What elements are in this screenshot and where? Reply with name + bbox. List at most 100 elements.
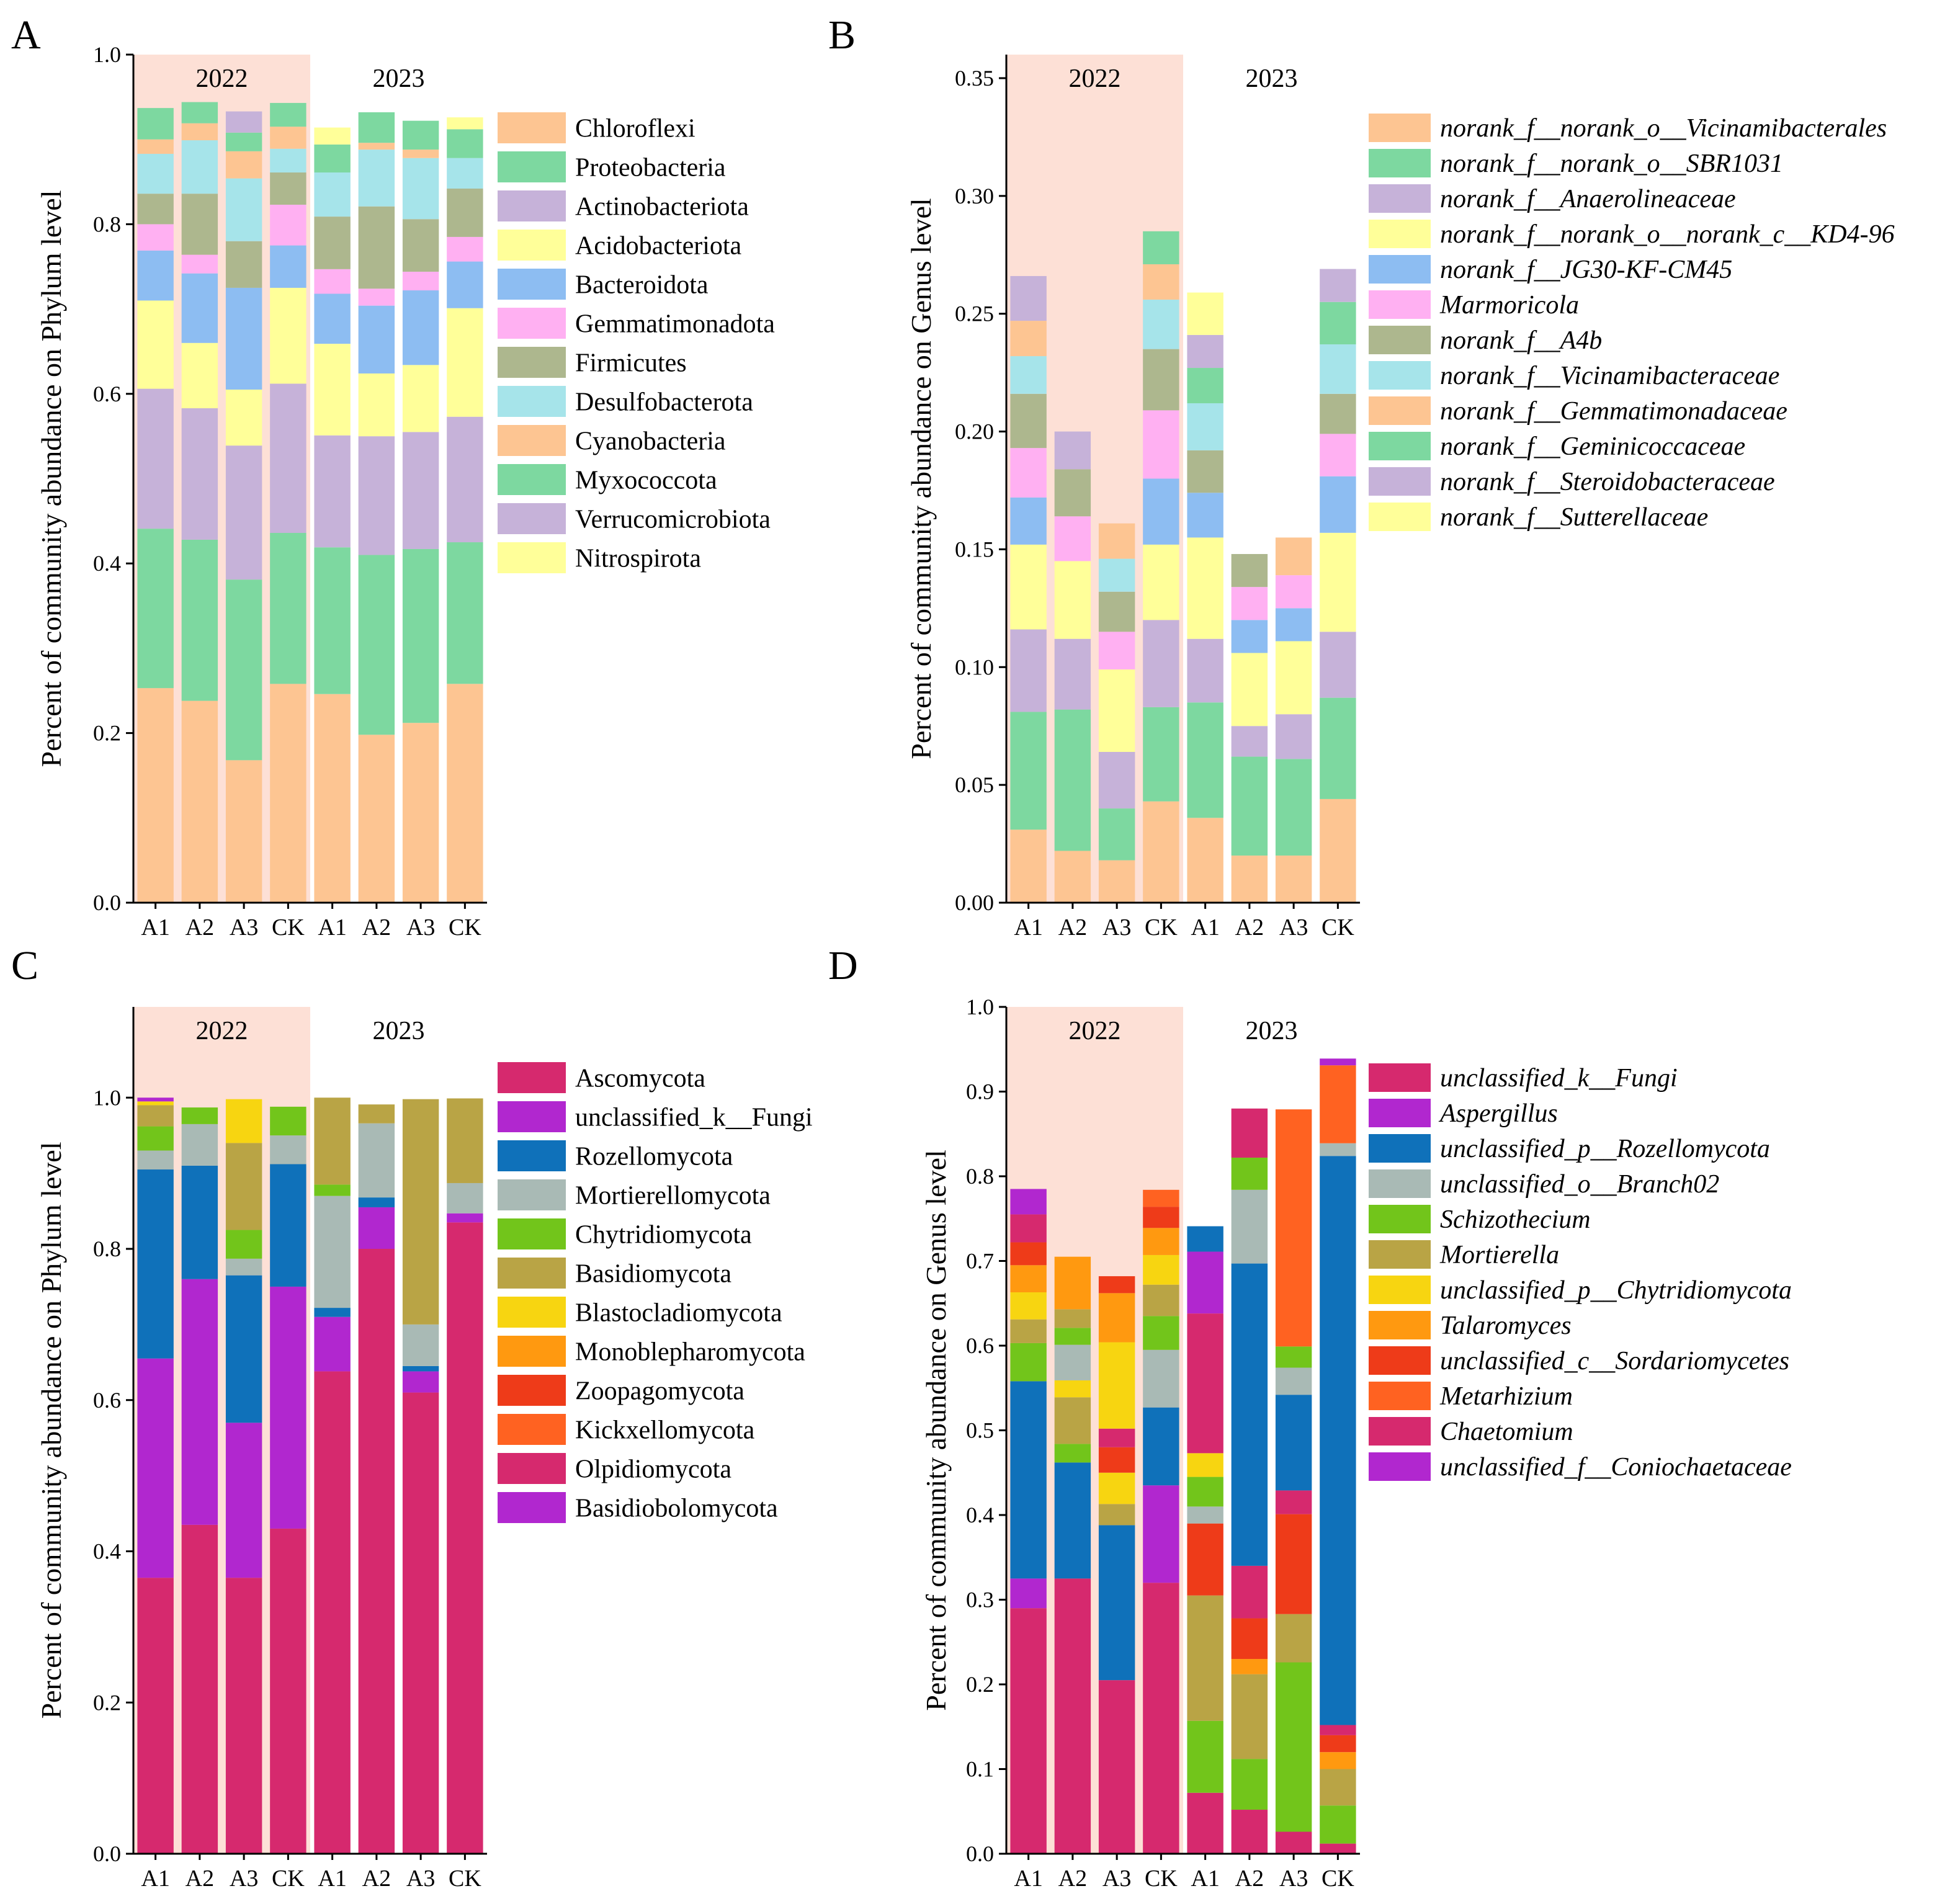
bar-segment-acidobacteriota-a2-1: [181, 342, 218, 409]
bar-segment-unclassified-p-chytridiomycota-a3-2: [1098, 1472, 1135, 1504]
bar-segment-gemmatimonadota-a3-6: [402, 271, 439, 291]
bar-segment-norank-f-vicinamibacteraceae-ck-3: [1143, 299, 1179, 349]
bar-segment-unclassified-k-fungi-a1-4: [314, 1316, 351, 1372]
legend-swatch: [1369, 1134, 1431, 1163]
bar-segment-mortierella-a3-6: [1275, 1614, 1312, 1663]
bar-segment-unclassified-k-fungi-ck-7: [447, 1213, 483, 1223]
bar-segment-norank-f-gemmatimonadaceae-ck-3: [1143, 264, 1179, 300]
legend-swatch: [498, 1414, 566, 1445]
legend-label: Schizothecium: [1440, 1205, 1591, 1234]
legend-swatch: [1369, 255, 1431, 284]
bar-segment-norank-f-norank-o-vicinamibacterales-a1-0: [1010, 829, 1047, 903]
x-tick-label-ck: CK: [1145, 914, 1178, 941]
group-label-2023: 2023: [373, 1017, 425, 1045]
bar-segment-mortierella-a1-0: [1010, 1319, 1047, 1343]
y-tick-label: 0.00: [955, 890, 994, 915]
x-tick-label-a2: A2: [186, 1866, 214, 1892]
bar-segment-norank-f-geminicoccaceae-a1-4: [1187, 368, 1223, 403]
legend-label: Gemmatimonadota: [575, 310, 775, 339]
bar-segment-norank-f-steroidobacteraceae-ck-7: [1320, 269, 1356, 302]
bar-segment-norank-f-jg30-kf-cm45-ck-3: [1143, 478, 1179, 545]
y-axis-label: Percent of community abundance on Genus …: [920, 1150, 952, 1710]
bar-segment-myxococcota-a3-2: [225, 132, 262, 151]
x-tick-label-a1: A1: [318, 914, 346, 941]
bar-segment-ascomycota-a1-4: [314, 1371, 351, 1854]
bar-segment-unclassified-o-branch02-ck-3: [1143, 1349, 1179, 1408]
legend: Ascomycota unclassified_k__Fungi Rozellomy…: [498, 1062, 813, 1523]
bar-segment-unclassified-o-branch02-a1-4: [1187, 1506, 1223, 1524]
x-tick-label-a3: A3: [1279, 1866, 1308, 1892]
bar-segment-basidiomycota-a3-2: [225, 1143, 262, 1230]
legend-label: norank_f__Sutterellaceae: [1440, 503, 1708, 532]
y-tick-label: 0.4: [966, 1503, 994, 1527]
legend-swatch: [1369, 1276, 1431, 1304]
legend: Chloroflexi Proteobacteria Actinobacteriot…: [498, 112, 775, 573]
legend-label: Actinobacteriota: [575, 193, 749, 221]
bar-segment-bacteroidota-ck-7: [447, 261, 483, 308]
bar-segment-norank-f-anaerolineaceae-ck-3: [1143, 620, 1179, 707]
bar-segment-norank-f-norank-o-norank-c-kd4-96-a3-6: [1275, 641, 1312, 715]
y-axis-label: Percent of community abundance on Phylum…: [35, 190, 67, 767]
y-tick-label: 0.35: [955, 66, 994, 91]
bar-segment-chaetomium-a3-6: [1275, 1490, 1312, 1514]
bar-segment-bacteroidota-a3-6: [402, 290, 439, 365]
bar-segment-mortierella-a2-1: [1054, 1309, 1091, 1328]
bar-segment-norank-f-norank-o-vicinamibacterales-a3-6: [1275, 856, 1312, 903]
legend-swatch: [1369, 290, 1431, 319]
bar-segment-norank-f-anaerolineaceae-a2-1: [1054, 638, 1091, 710]
chart-panel-d: 2022 2023 0.0 0.1 0.2 0.3 0.4 0.5 0.6 0.7 0.8 0.9 1.…: [828, 943, 1792, 1892]
y-tick-label: 0.0: [93, 1841, 121, 1866]
panel-letter: B: [828, 12, 856, 58]
legend-label: Zoopagomycota: [575, 1377, 745, 1406]
bar-segment-chloroflexi-a1-4: [314, 694, 351, 903]
bar-segment-rozellomycota-a1-0: [137, 1169, 174, 1359]
bar-segment-desulfobacterota-a1-4: [314, 172, 351, 217]
bar-segment-marmoricola-ck-7: [1320, 434, 1356, 476]
x-tick-label-ck: CK: [1322, 1866, 1354, 1892]
y-tick-label: 0.9: [966, 1079, 994, 1104]
bar-segment-norank-f-anaerolineaceae-a1-4: [1187, 638, 1223, 703]
legend-swatch: [498, 151, 566, 182]
bar-segment-chloroflexi-ck-7: [447, 684, 483, 903]
legend-label: norank_f__Vicinamibacteraceae: [1440, 362, 1779, 390]
bar-segment-schizothecium-a3-6: [1275, 1662, 1312, 1832]
legend-swatch: [1369, 503, 1431, 531]
bar-segment-actinobacteriota-a2-1: [181, 408, 218, 540]
bar-segment-norank-f-a4b-ck-7: [1320, 393, 1356, 434]
chart-panel-b: 2022 2023 0.00 0.05 0.10 0.15 0.20 0.25 0.30 0.35…: [828, 12, 1895, 941]
x-tick-label-a3: A3: [230, 914, 258, 941]
group-label-2023: 2023: [373, 65, 425, 93]
legend-swatch: [498, 1179, 566, 1210]
legend-swatch: [1369, 432, 1431, 460]
bar-segment-nitrospirota-ck-7: [447, 117, 483, 130]
legend-swatch: [1369, 361, 1431, 390]
legend-label: Metarhizium: [1439, 1382, 1573, 1411]
bar-segment-unclassified-c-sordariomycetes-a1-4: [1187, 1523, 1223, 1596]
bar-segment-norank-f-norank-o-vicinamibacterales-ck-7: [1320, 798, 1356, 903]
bar-segment-unclassified-c-sordariomycetes-a1-0: [1010, 1242, 1047, 1266]
x-tick-label-ck: CK: [449, 1866, 481, 1892]
y-tick-label: 0.1: [966, 1757, 994, 1782]
bar-segment-unclassified-p-chytridiomycota-a1-0: [1010, 1292, 1047, 1320]
bar-segment-aspergillus-a1-0: [1010, 1578, 1047, 1609]
bar-segment-unclassified-p-rozellomycota-a3-6: [1275, 1395, 1312, 1491]
bar-segment-unclassified-c-sordariomycetes-a2-5: [1231, 1618, 1268, 1660]
legend-swatch: [498, 1218, 566, 1249]
legend-swatch: [1369, 1099, 1431, 1127]
bar-segment-norank-f-steroidobacteraceae-a1-4: [1187, 334, 1223, 369]
x-tick-label-a1: A1: [1191, 1866, 1219, 1892]
x-tick-label-a3: A3: [1102, 1866, 1131, 1892]
bar-segment-acidobacteriota-a3-6: [402, 365, 439, 432]
bar-segment-acidobacteriota-a3-2: [225, 389, 262, 446]
bar-segment-chaetomium-a3-2: [1098, 1428, 1135, 1447]
bar-segment-chytridiomycota-a2-1: [181, 1107, 218, 1124]
legend-swatch: [498, 230, 566, 261]
bar-segment-norank-f-a4b-ck-3: [1143, 349, 1179, 411]
bar-segment-norank-f-norank-o-sbr1031-ck-3: [1143, 707, 1179, 802]
bar-segment-myxococcota-a2-1: [181, 102, 218, 123]
bar-segment-firmicutes-a1-4: [314, 217, 351, 269]
bar-segment-unclassified-k-fungi-a1-0: [137, 1358, 174, 1578]
chart-panel-a: 2022 2023 0.0 0.2 0.4 0.6 0.8 1.0 A1 A2 A3 CK A1 A2 A3…: [11, 12, 775, 941]
bar-segment-norank-f-anaerolineaceae-a1-0: [1010, 629, 1047, 712]
x-tick-label-a3: A3: [406, 914, 435, 941]
